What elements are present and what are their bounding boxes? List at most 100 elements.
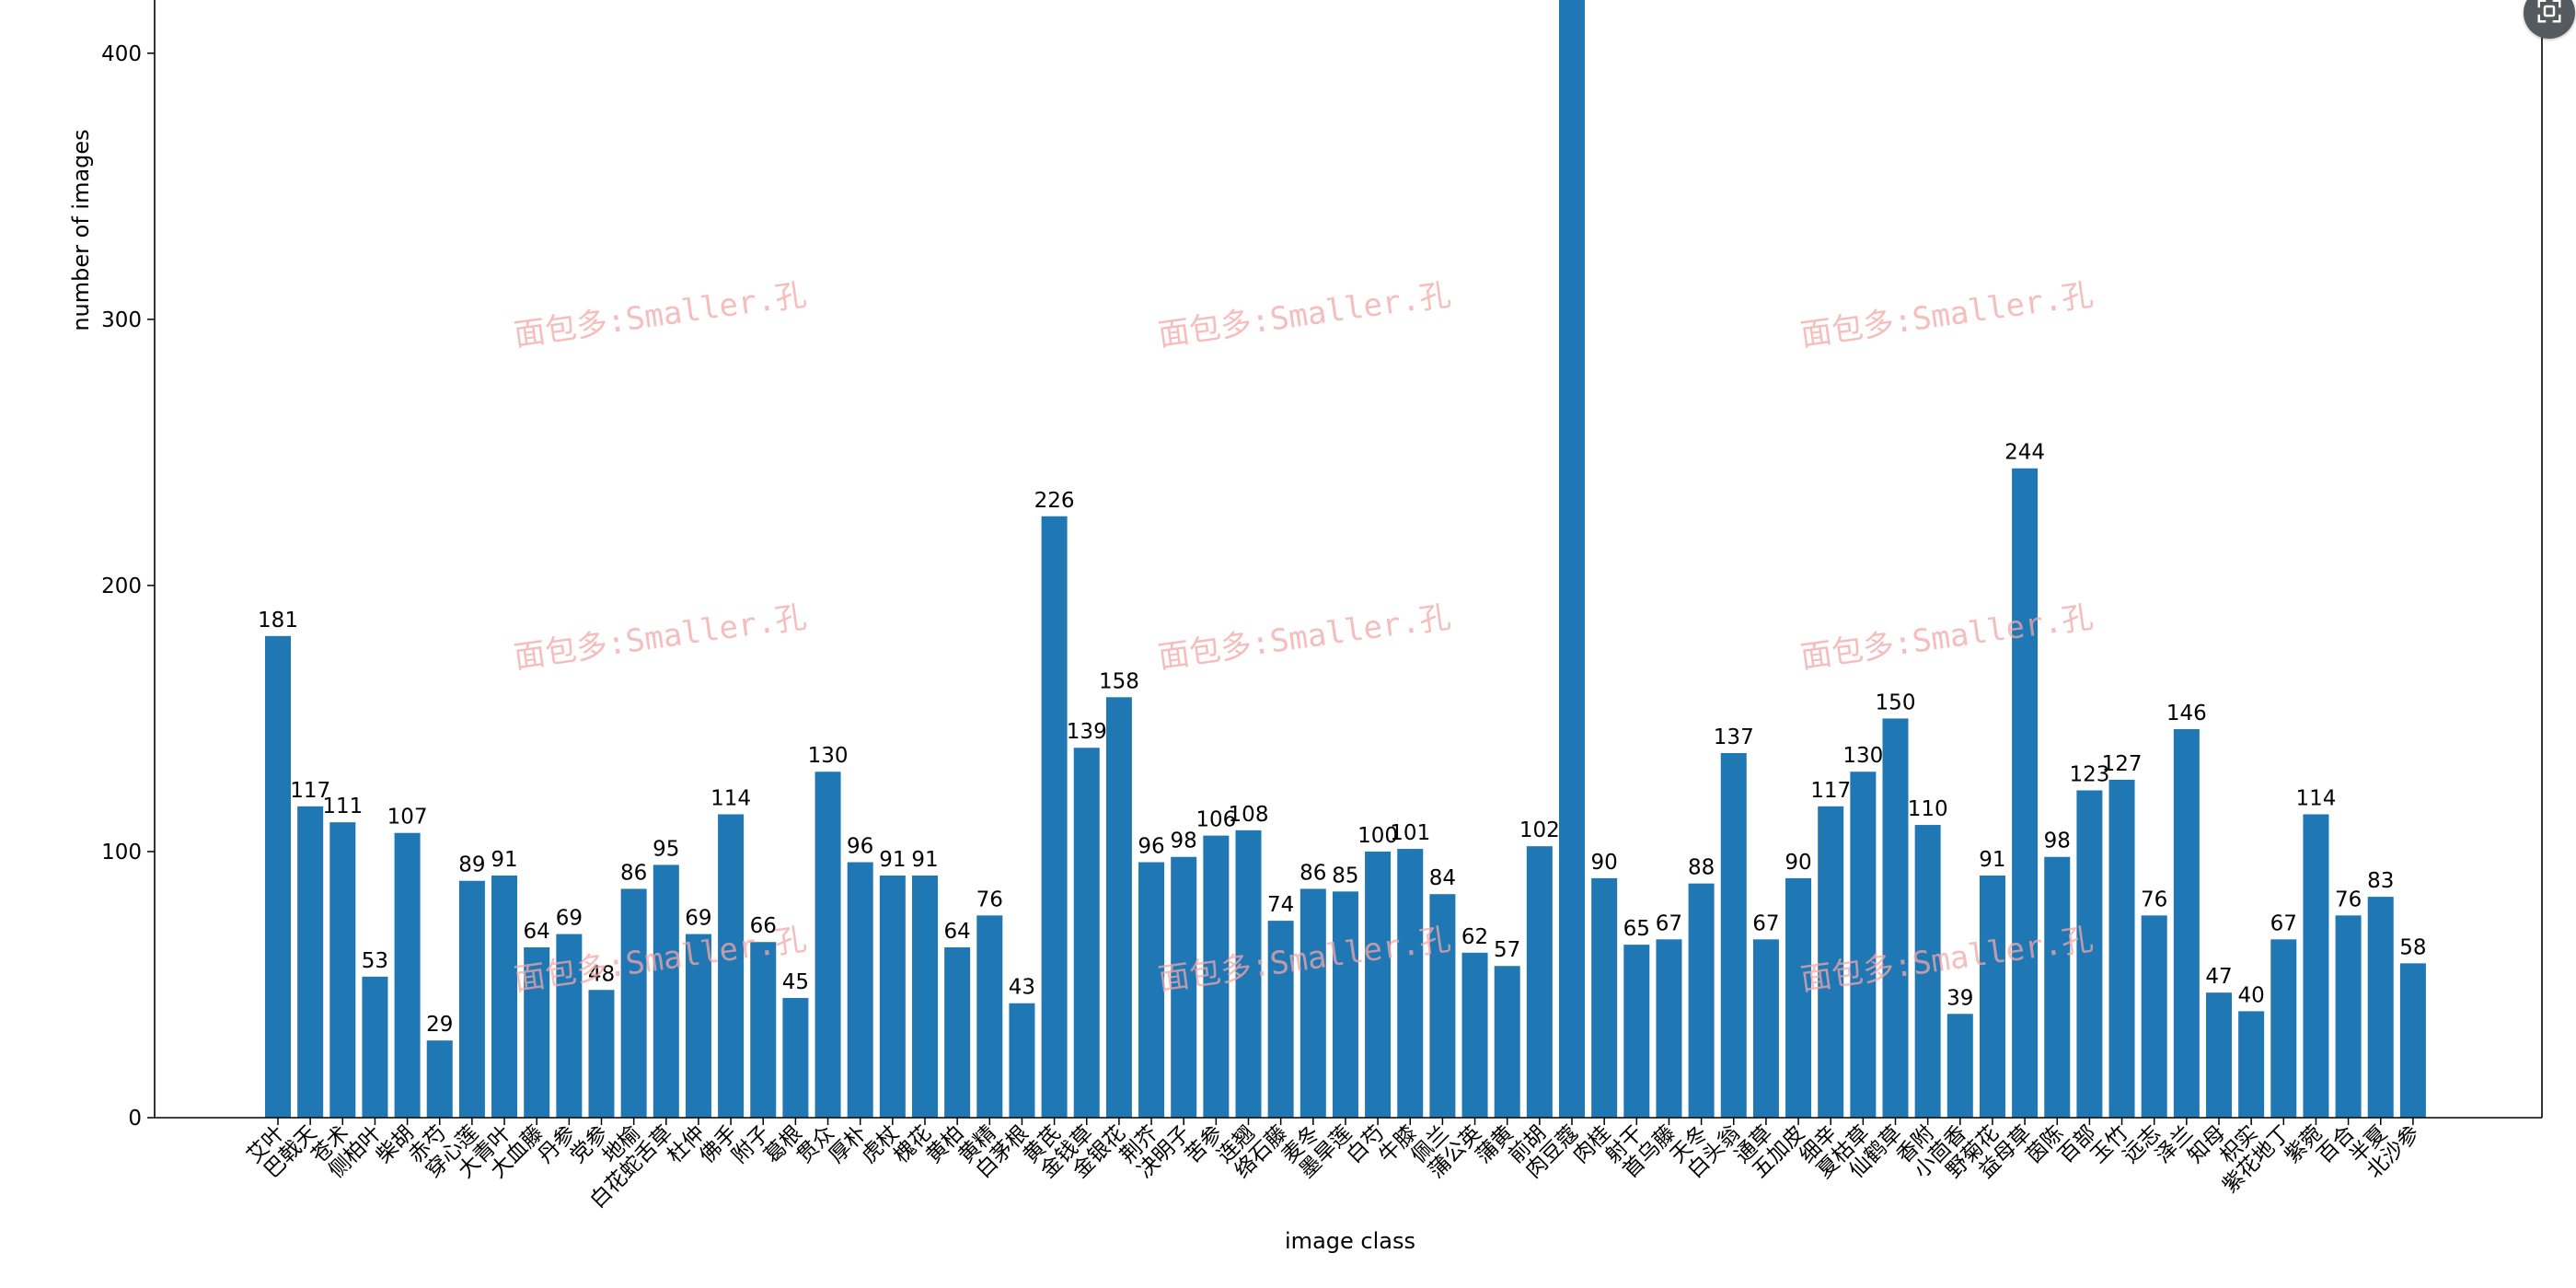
data-label: 91 xyxy=(879,848,906,872)
data-label: 39 xyxy=(1946,986,1973,1010)
bar xyxy=(1720,753,1747,1118)
bar xyxy=(1914,825,1941,1118)
y-tick-label: 100 xyxy=(101,841,142,864)
bar xyxy=(1785,877,1812,1118)
data-label: 96 xyxy=(847,835,873,859)
data-label: 91 xyxy=(1979,848,2005,872)
y-tick-label: 200 xyxy=(101,574,142,598)
data-label: 76 xyxy=(976,888,1003,911)
data-label: 58 xyxy=(2399,935,2426,959)
data-label: 53 xyxy=(362,949,388,973)
bar xyxy=(588,990,615,1118)
bar xyxy=(2303,814,2329,1118)
data-label: 123 xyxy=(2069,762,2109,786)
data-label: 114 xyxy=(2295,786,2336,810)
data-label: 69 xyxy=(685,907,711,931)
data-label: 62 xyxy=(1461,925,1488,949)
bar xyxy=(1073,748,1100,1118)
data-label: 139 xyxy=(1067,720,1107,744)
bar xyxy=(1267,921,1294,1118)
y-tick-label: 0 xyxy=(128,1107,142,1131)
data-label: 64 xyxy=(524,920,550,944)
data-label: 90 xyxy=(1785,851,1811,875)
bar xyxy=(524,947,550,1118)
data-label: 86 xyxy=(1300,861,1326,885)
bar xyxy=(297,806,324,1118)
bar xyxy=(1138,862,1165,1118)
data-label: 85 xyxy=(1332,864,1358,888)
x-axis-label: image class xyxy=(1285,1228,1415,1254)
bar xyxy=(426,1040,453,1118)
bar xyxy=(2367,897,2394,1118)
bar xyxy=(847,862,873,1118)
bar xyxy=(1688,883,1715,1118)
data-label: 130 xyxy=(808,744,849,768)
bar xyxy=(1300,888,1326,1118)
data-label: 98 xyxy=(1171,830,1197,853)
data-label: 40 xyxy=(2238,983,2265,1007)
bar xyxy=(1752,939,1779,1118)
data-label: 111 xyxy=(322,795,363,818)
bar xyxy=(2238,1011,2265,1118)
bar xyxy=(2076,790,2103,1118)
bar xyxy=(362,976,388,1118)
bar xyxy=(1203,835,1230,1118)
data-label: 98 xyxy=(2044,830,2071,853)
bar xyxy=(976,915,1003,1118)
bar xyxy=(782,997,809,1118)
data-label: 86 xyxy=(620,861,647,885)
bar xyxy=(1235,830,1262,1118)
data-label: 43 xyxy=(1009,976,1035,1000)
data-label: 100 xyxy=(1357,824,1398,848)
bar xyxy=(912,875,938,1118)
data-label: 146 xyxy=(2166,702,2207,725)
data-label: 66 xyxy=(750,914,777,938)
data-label: 107 xyxy=(387,806,428,830)
fullscreen-icon xyxy=(2536,0,2563,29)
bar xyxy=(879,875,906,1118)
bar xyxy=(2044,856,2071,1118)
data-label: 76 xyxy=(2141,888,2167,911)
bar xyxy=(1623,945,1650,1118)
bar xyxy=(2270,939,2297,1118)
data-label: 57 xyxy=(1494,938,1520,962)
data-label: 47 xyxy=(2205,965,2232,989)
data-label: 130 xyxy=(1842,744,1883,768)
bar xyxy=(458,880,485,1118)
bar xyxy=(329,822,356,1118)
data-label: 102 xyxy=(1519,818,1560,842)
data-label: 96 xyxy=(1138,835,1164,859)
bar xyxy=(1397,849,1424,1118)
data-label: 117 xyxy=(1810,779,1851,803)
data-label: 95 xyxy=(653,837,679,861)
ticks-group: 艾叶巴戟天苍术侧柏叶柴胡赤芍穿心莲大青叶大血藤丹参党参地榆白花蛇舌草杜仲佛手附子… xyxy=(101,42,2424,1213)
data-label: 84 xyxy=(1429,866,1456,890)
data-label: 106 xyxy=(1196,808,1236,832)
bar xyxy=(1882,718,1909,1118)
data-label: 48 xyxy=(588,962,615,986)
bar xyxy=(556,934,583,1118)
data-label: 101 xyxy=(1390,821,1430,845)
data-label: 65 xyxy=(1623,917,1650,941)
bar xyxy=(2173,728,2200,1118)
data-label: 226 xyxy=(1034,489,1075,513)
axes-group xyxy=(154,0,2543,1119)
bar xyxy=(2012,468,2039,1118)
bar xyxy=(1332,891,1358,1118)
bar xyxy=(1105,697,1132,1118)
bar xyxy=(1591,877,1618,1118)
data-label: 29 xyxy=(426,1013,453,1037)
data-label: 74 xyxy=(1267,893,1294,917)
data-label: 158 xyxy=(1099,669,1139,693)
bar xyxy=(265,635,291,1118)
bar xyxy=(2206,992,2232,1118)
data-label: 83 xyxy=(2367,869,2394,893)
bar xyxy=(1979,875,2005,1118)
bar xyxy=(2141,915,2167,1118)
bar xyxy=(1494,966,1520,1118)
data-label: 150 xyxy=(1876,690,1916,714)
data-label: 117 xyxy=(290,779,330,803)
data-label: 110 xyxy=(1908,797,1948,821)
bar xyxy=(620,888,647,1118)
